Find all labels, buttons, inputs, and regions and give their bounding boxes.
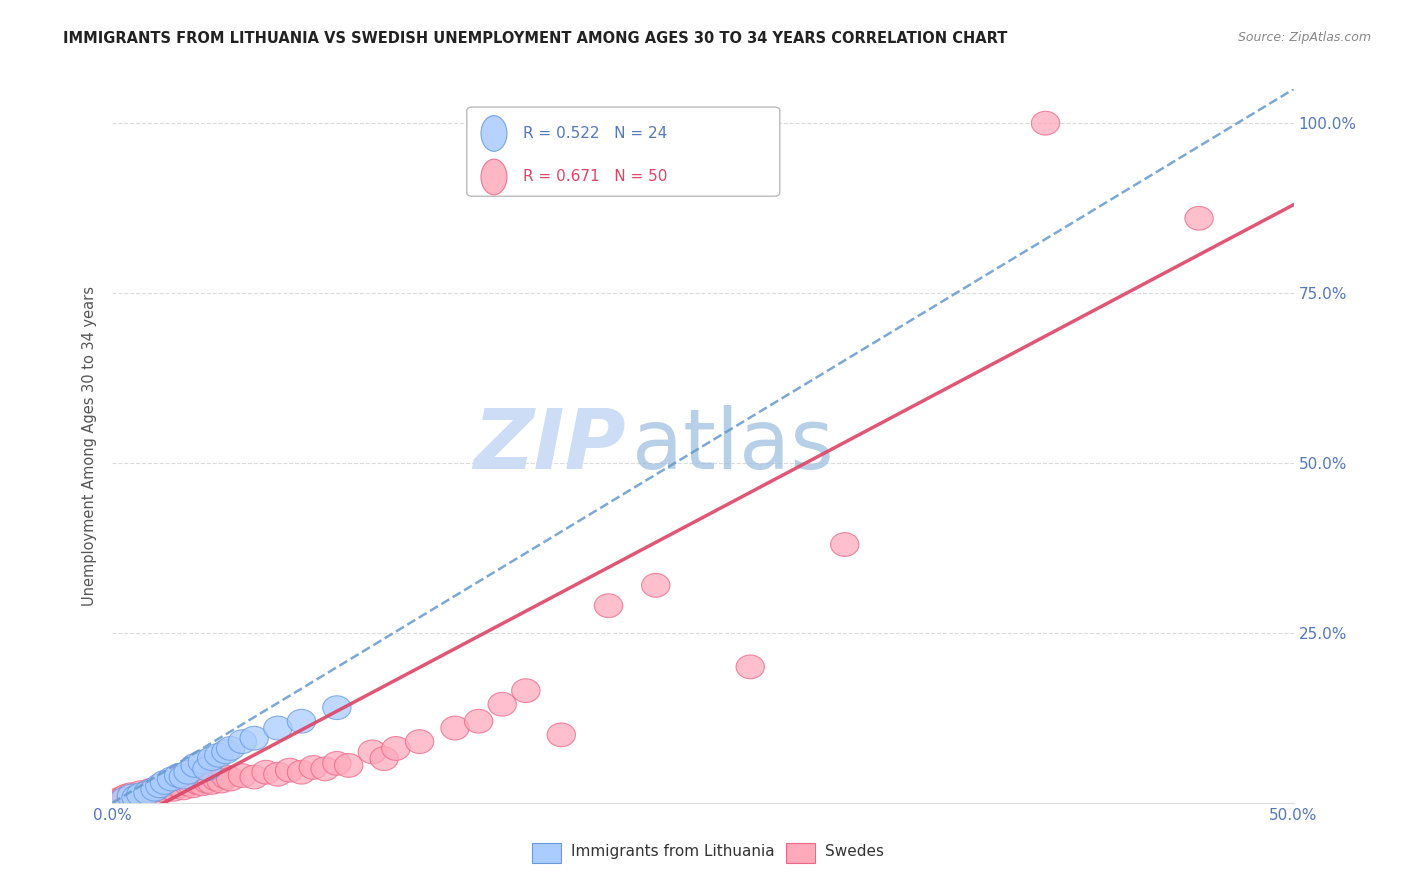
Ellipse shape <box>197 771 226 794</box>
Y-axis label: Unemployment Among Ages 30 to 34 years: Unemployment Among Ages 30 to 34 years <box>82 286 97 606</box>
Text: Source: ZipAtlas.com: Source: ZipAtlas.com <box>1237 31 1371 45</box>
Ellipse shape <box>207 769 235 793</box>
Ellipse shape <box>641 574 669 598</box>
Ellipse shape <box>141 777 169 801</box>
Ellipse shape <box>481 116 508 152</box>
Ellipse shape <box>110 788 138 812</box>
Ellipse shape <box>160 777 188 801</box>
Ellipse shape <box>240 726 269 750</box>
Ellipse shape <box>157 767 186 791</box>
Ellipse shape <box>464 709 492 733</box>
Ellipse shape <box>240 765 269 789</box>
Ellipse shape <box>188 750 217 774</box>
FancyBboxPatch shape <box>531 844 561 863</box>
Ellipse shape <box>311 757 339 780</box>
Text: IMMIGRANTS FROM LITHUANIA VS SWEDISH UNEMPLOYMENT AMONG AGES 30 TO 34 YEARS CORR: IMMIGRANTS FROM LITHUANIA VS SWEDISH UNE… <box>63 31 1008 46</box>
Ellipse shape <box>1032 112 1060 135</box>
Ellipse shape <box>188 772 217 796</box>
Ellipse shape <box>146 774 174 797</box>
Ellipse shape <box>212 740 240 764</box>
Ellipse shape <box>205 743 233 767</box>
Ellipse shape <box>136 779 165 803</box>
Ellipse shape <box>287 760 315 784</box>
Ellipse shape <box>359 740 387 764</box>
Ellipse shape <box>193 757 221 780</box>
Text: Immigrants from Lithuania: Immigrants from Lithuania <box>571 844 775 859</box>
Ellipse shape <box>217 737 245 760</box>
Ellipse shape <box>127 783 155 806</box>
Ellipse shape <box>169 776 197 800</box>
Ellipse shape <box>146 777 174 801</box>
Ellipse shape <box>181 754 209 777</box>
Ellipse shape <box>264 763 292 786</box>
Ellipse shape <box>547 723 575 747</box>
Ellipse shape <box>134 780 162 805</box>
Text: ZIP: ZIP <box>474 406 626 486</box>
Ellipse shape <box>405 730 433 754</box>
Text: R = 0.671   N = 50: R = 0.671 N = 50 <box>523 169 668 185</box>
Ellipse shape <box>370 747 398 771</box>
Ellipse shape <box>169 765 197 789</box>
Ellipse shape <box>737 655 765 679</box>
Ellipse shape <box>202 767 231 791</box>
Ellipse shape <box>165 764 193 788</box>
Ellipse shape <box>197 747 226 771</box>
Ellipse shape <box>299 756 328 780</box>
Ellipse shape <box>193 769 221 793</box>
Ellipse shape <box>150 771 179 794</box>
Ellipse shape <box>112 784 141 808</box>
Ellipse shape <box>287 709 315 733</box>
Ellipse shape <box>183 771 212 794</box>
Ellipse shape <box>122 786 150 809</box>
Ellipse shape <box>595 594 623 617</box>
Ellipse shape <box>1185 206 1213 230</box>
Ellipse shape <box>155 776 183 800</box>
Ellipse shape <box>174 760 202 784</box>
Ellipse shape <box>831 533 859 557</box>
Ellipse shape <box>323 751 352 775</box>
Ellipse shape <box>481 159 508 194</box>
Ellipse shape <box>174 772 202 796</box>
FancyBboxPatch shape <box>786 844 815 863</box>
Ellipse shape <box>212 765 240 789</box>
FancyBboxPatch shape <box>467 107 780 196</box>
Text: R = 0.522   N = 24: R = 0.522 N = 24 <box>523 126 668 141</box>
Ellipse shape <box>335 754 363 777</box>
Ellipse shape <box>131 783 160 806</box>
Ellipse shape <box>323 696 352 720</box>
Ellipse shape <box>382 737 411 760</box>
Ellipse shape <box>488 692 516 716</box>
Ellipse shape <box>105 788 134 812</box>
Ellipse shape <box>228 730 256 754</box>
Ellipse shape <box>110 786 138 809</box>
Ellipse shape <box>276 758 304 782</box>
Ellipse shape <box>512 679 540 703</box>
Ellipse shape <box>217 767 245 791</box>
Ellipse shape <box>228 764 256 788</box>
Ellipse shape <box>141 780 169 805</box>
Ellipse shape <box>264 716 292 740</box>
Ellipse shape <box>441 716 470 740</box>
Ellipse shape <box>117 783 146 806</box>
Ellipse shape <box>179 774 207 797</box>
Ellipse shape <box>122 786 150 809</box>
Text: Swedes: Swedes <box>825 844 883 859</box>
Text: atlas: atlas <box>633 406 834 486</box>
Ellipse shape <box>117 784 146 808</box>
Ellipse shape <box>150 779 179 803</box>
Ellipse shape <box>165 774 193 797</box>
Ellipse shape <box>252 760 280 784</box>
Ellipse shape <box>127 780 155 805</box>
